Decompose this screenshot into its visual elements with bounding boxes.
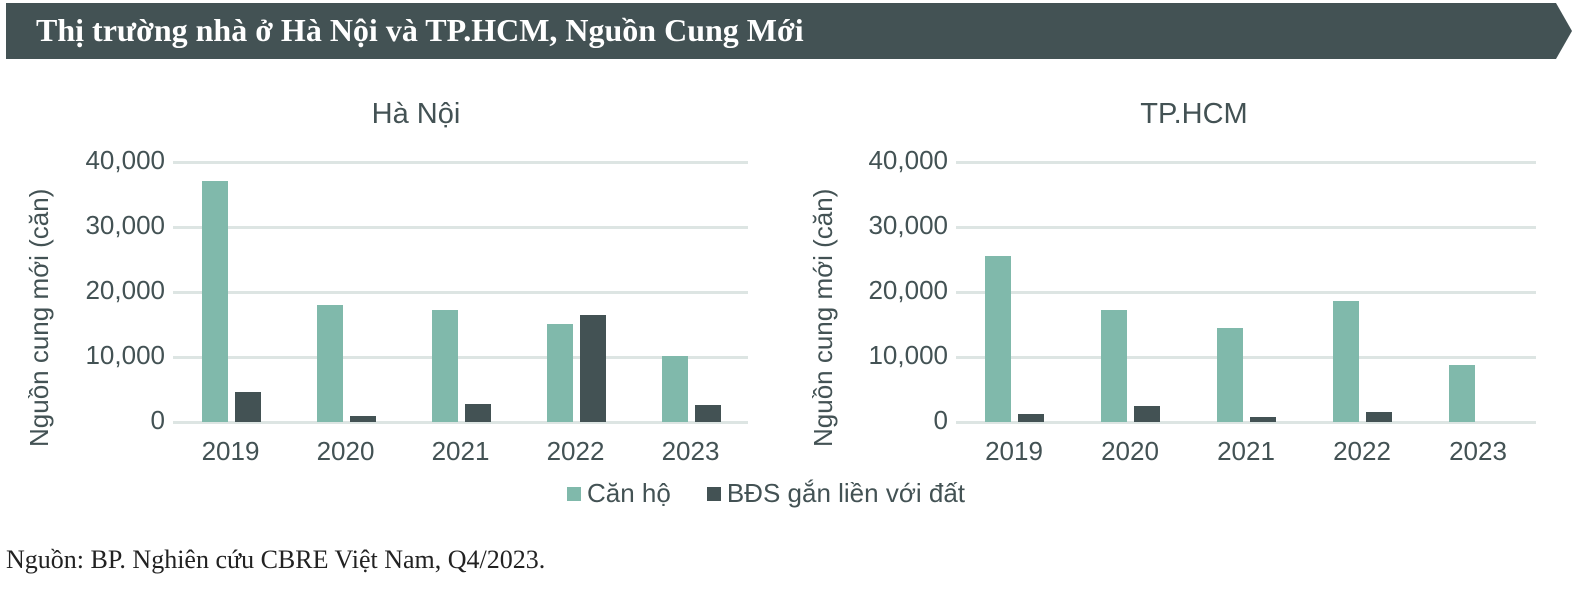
gridline — [173, 226, 748, 229]
legend-item-bds: BĐS gắn liền với đất — [706, 478, 966, 509]
x-tick-label: 2020 — [1101, 436, 1159, 466]
y-tick-label: 20,000 — [868, 275, 948, 305]
y-tick-label: 10,000 — [868, 340, 948, 370]
y-tick-label: 0 — [150, 405, 165, 435]
bar-bds-2023 — [694, 405, 721, 422]
y-tick-label: 10,000 — [85, 340, 165, 370]
source-note: Nguồn: BP. Nghiên cứu CBRE Việt Nam, Q4/… — [6, 545, 546, 574]
y-tick-label: 40,000 — [85, 145, 165, 175]
gridline — [956, 226, 1536, 229]
legend-item-can-ho: Căn hộ — [567, 478, 671, 509]
chart-hanoi: Hà Nội Nguồn cung mới (căn) 40,000 30,000… — [0, 90, 780, 470]
y-tick-label: 30,000 — [85, 210, 165, 240]
bar-bds-2022 — [1366, 411, 1392, 422]
x-tick-label: 2019 — [985, 436, 1043, 466]
bar-can-ho-2022 — [546, 323, 573, 422]
x-tick-label: 2023 — [1449, 436, 1507, 466]
x-tick-label: 2020 — [316, 436, 375, 466]
plot-area — [956, 161, 1536, 424]
gridline — [956, 161, 1536, 164]
legend-label: Căn hộ — [587, 478, 671, 508]
bar-can-ho-2019 — [201, 180, 228, 422]
x-tick-label: 2023 — [661, 436, 720, 466]
bar-can-ho-2022 — [1333, 301, 1359, 422]
bar-can-ho-2019 — [985, 256, 1011, 422]
gridline — [173, 161, 748, 164]
bar-bds-2020 — [349, 416, 376, 422]
header-banner: Thị trường nhà ở Hà Nội và TP.HCM, Nguồn… — [6, 3, 1572, 59]
gridline — [173, 356, 748, 359]
chart-legend: Căn hộ BĐS gắn liền với đất — [567, 478, 965, 509]
y-tick-label: 30,000 — [868, 210, 948, 240]
bar-bds-2019 — [234, 392, 261, 422]
y-tick-label: 0 — [933, 405, 948, 435]
bar-bds-2021 — [464, 403, 491, 422]
chart-title: TP.HCM — [1140, 98, 1248, 130]
gridline — [173, 291, 748, 294]
gridline — [956, 421, 1536, 424]
bar-can-ho-2023 — [1449, 365, 1475, 422]
legend-swatch-icon — [567, 486, 581, 501]
legend-label: BĐS gắn liền với đất — [726, 478, 966, 508]
bar-can-ho-2021 — [1217, 327, 1243, 422]
bar-can-ho-2021 — [431, 310, 458, 422]
bar-can-ho-2020 — [1101, 310, 1127, 422]
gridline — [956, 291, 1536, 294]
bar-bds-2019 — [1018, 414, 1044, 422]
page-title: Thị trường nhà ở Hà Nội và TP.HCM, Nguồn… — [36, 12, 804, 48]
gridline — [956, 356, 1536, 359]
chart-hcm: TP.HCM Nguồn cung mới (căn) 40,000 30,000… — [784, 90, 1596, 470]
plot-area — [173, 161, 748, 424]
bar-bds-2022 — [579, 314, 606, 422]
bar-can-ho-2023 — [661, 356, 688, 422]
bar-bds-2020 — [1134, 406, 1160, 422]
bar-can-ho-2020 — [316, 305, 343, 422]
x-tick-label: 2021 — [431, 436, 490, 466]
bar-bds-2021 — [1250, 417, 1276, 422]
gridline — [173, 421, 748, 424]
y-tick-label: 20,000 — [85, 275, 165, 305]
y-tick-label: 40,000 — [868, 145, 948, 175]
chart-title: Hà Nội — [371, 98, 461, 130]
x-tick-label: 2022 — [1333, 436, 1391, 466]
x-tick-label: 2021 — [1217, 436, 1275, 466]
x-tick-label: 2022 — [546, 436, 605, 466]
x-tick-label: 2019 — [201, 436, 260, 466]
legend-swatch-icon — [706, 486, 721, 501]
